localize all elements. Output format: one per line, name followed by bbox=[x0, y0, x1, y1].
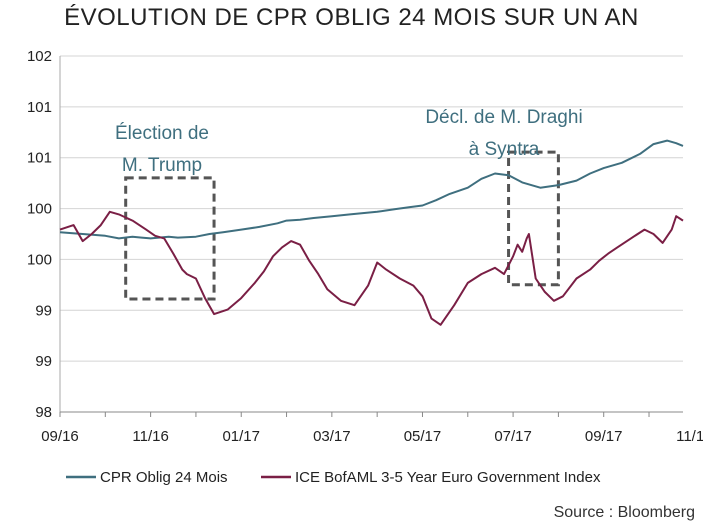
x-tick-label: 03/17 bbox=[313, 428, 351, 445]
y-tick-label: 101 bbox=[27, 99, 52, 116]
x-tick-label: 09/17 bbox=[585, 428, 623, 445]
annotation-election-line: M. Trump bbox=[122, 155, 202, 176]
annotation-draghi-line: Décl. de M. Draghi bbox=[425, 107, 582, 128]
y-tick-label: 99 bbox=[35, 353, 52, 370]
source-note: Source : Bloomberg bbox=[553, 504, 695, 521]
y-tick-label: 99 bbox=[35, 302, 52, 319]
y-tick-label: 101 bbox=[27, 150, 52, 167]
x-tick-label: 11/17 bbox=[676, 428, 703, 445]
series-line-ice-bofaml bbox=[59, 210, 684, 326]
x-tick-label: 07/17 bbox=[494, 428, 532, 445]
x-tick-label: 09/16 bbox=[41, 428, 79, 445]
y-tick-label: 100 bbox=[27, 201, 52, 218]
chart-title: ÉVOLUTION DE CPR OBLIG 24 MOIS SUR UN AN bbox=[64, 4, 639, 31]
election-highlight-box bbox=[124, 176, 216, 301]
annotation-election-line: Élection de bbox=[115, 123, 209, 144]
x-tick-label: 11/16 bbox=[132, 428, 168, 445]
x-tick-label: 05/17 bbox=[404, 428, 442, 445]
legend-label: CPR Oblig 24 Mois bbox=[100, 469, 228, 486]
series-line-cpr-oblig bbox=[59, 139, 684, 240]
annotation-draghi-line: à Syntra bbox=[469, 139, 540, 160]
y-tick-label: 102 bbox=[27, 48, 52, 65]
y-tick-label: 100 bbox=[27, 251, 52, 268]
x-tick-label: 01/17 bbox=[222, 428, 260, 445]
y-tick-label: 98 bbox=[35, 404, 52, 421]
legend-label: ICE BofAML 3-5 Year Euro Government Inde… bbox=[295, 469, 601, 486]
